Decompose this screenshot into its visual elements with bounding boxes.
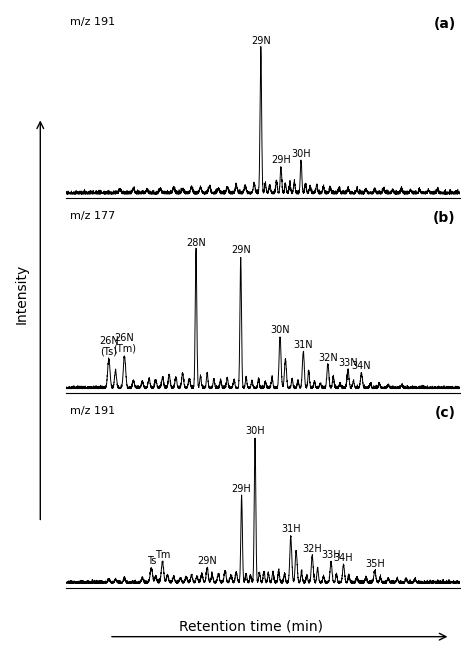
Text: 30N: 30N bbox=[270, 325, 290, 335]
Text: (a): (a) bbox=[434, 17, 456, 31]
Text: 32N: 32N bbox=[318, 353, 338, 362]
Text: Retention time (min): Retention time (min) bbox=[179, 620, 323, 634]
Text: 32H: 32H bbox=[302, 545, 322, 554]
Text: Ts: Ts bbox=[146, 556, 156, 566]
Text: 29H: 29H bbox=[271, 155, 291, 165]
Text: m/z 191: m/z 191 bbox=[70, 406, 116, 416]
Text: m/z 177: m/z 177 bbox=[70, 212, 116, 221]
Text: 29N: 29N bbox=[231, 246, 251, 255]
Text: 35H: 35H bbox=[365, 559, 385, 569]
Text: 34H: 34H bbox=[334, 553, 353, 563]
Text: 31H: 31H bbox=[281, 524, 301, 534]
Text: Tm: Tm bbox=[155, 550, 170, 560]
Text: 26N
(Ts): 26N (Ts) bbox=[99, 336, 118, 357]
Text: 31N: 31N bbox=[293, 340, 313, 349]
Text: m/z 191: m/z 191 bbox=[70, 17, 116, 27]
Text: 33H: 33H bbox=[321, 550, 341, 560]
Text: 33N: 33N bbox=[338, 358, 358, 368]
Text: 30H: 30H bbox=[245, 426, 265, 436]
Text: 29N: 29N bbox=[197, 556, 217, 566]
Text: 29N: 29N bbox=[251, 37, 271, 46]
Text: Intensity: Intensity bbox=[14, 264, 28, 324]
Text: 30H: 30H bbox=[291, 150, 311, 159]
Text: (b): (b) bbox=[433, 212, 456, 225]
Text: 28N: 28N bbox=[186, 238, 206, 248]
Text: 29H: 29H bbox=[232, 484, 252, 494]
Text: (c): (c) bbox=[435, 406, 456, 420]
Text: 34N: 34N bbox=[352, 361, 371, 372]
Text: 26N
(Tm): 26N (Tm) bbox=[113, 333, 136, 354]
